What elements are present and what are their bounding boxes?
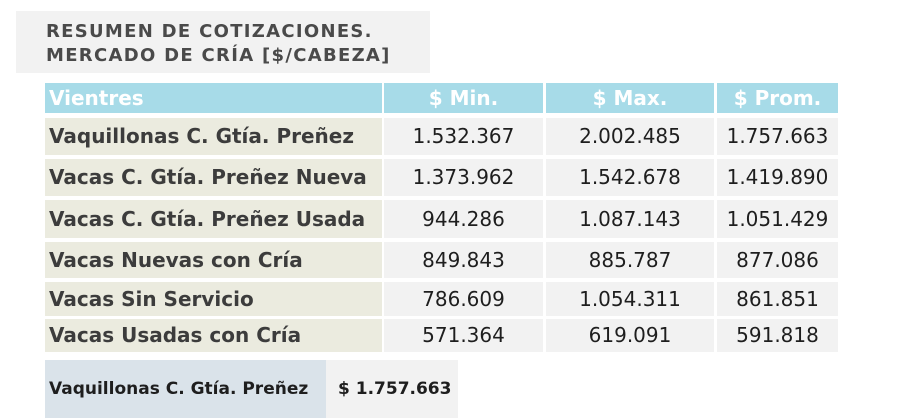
cell-min: 571.364 [384,319,543,352]
title-box: RESUMEN DE COTIZACIONES. MERCADO DE CRÍA… [16,11,430,73]
cell-max: 1.087.143 [546,200,714,238]
row-label: Vaquillonas C. Gtía. Preñez [45,118,382,155]
cell-prom: 1.757.663 [717,118,838,155]
column-header-max: $ Max. [546,83,714,113]
cell-min: 1.373.962 [384,159,543,196]
page-title-line-1: RESUMEN DE COTIZACIONES. [46,21,373,42]
cell-min: 944.286 [384,200,543,238]
cell-min: 849.843 [384,242,543,278]
summary-label: Vaquillonas C. Gtía. Preñez [45,360,326,418]
cell-prom: 861.851 [717,282,838,316]
row-label: Vacas Nuevas con Cría [45,242,382,278]
summary-value: $ 1.757.663 [326,360,458,418]
column-header-prom: $ Prom. [717,83,838,113]
cell-prom: 591.818 [717,319,838,352]
row-label: Vacas Sin Servicio [45,282,382,316]
cell-max: 2.002.485 [546,118,714,155]
cell-max: 1.542.678 [546,159,714,196]
page-title-line-2: MERCADO DE CRÍA [$/CABEZA] [46,45,391,66]
cell-max: 885.787 [546,242,714,278]
cell-prom: 1.419.890 [717,159,838,196]
cell-max: 1.054.311 [546,282,714,316]
row-label: Vacas C. Gtía. Preñez Usada [45,200,382,238]
column-header-vientres: Vientres [45,83,382,113]
row-label: Vacas Usadas con Cría [45,319,382,352]
cell-min: 786.609 [384,282,543,316]
column-header-min: $ Min. [384,83,543,113]
cell-min: 1.532.367 [384,118,543,155]
row-label: Vacas C. Gtía. Preñez Nueva [45,159,382,196]
cell-prom: 1.051.429 [717,200,838,238]
cell-max: 619.091 [546,319,714,352]
cell-prom: 877.086 [717,242,838,278]
